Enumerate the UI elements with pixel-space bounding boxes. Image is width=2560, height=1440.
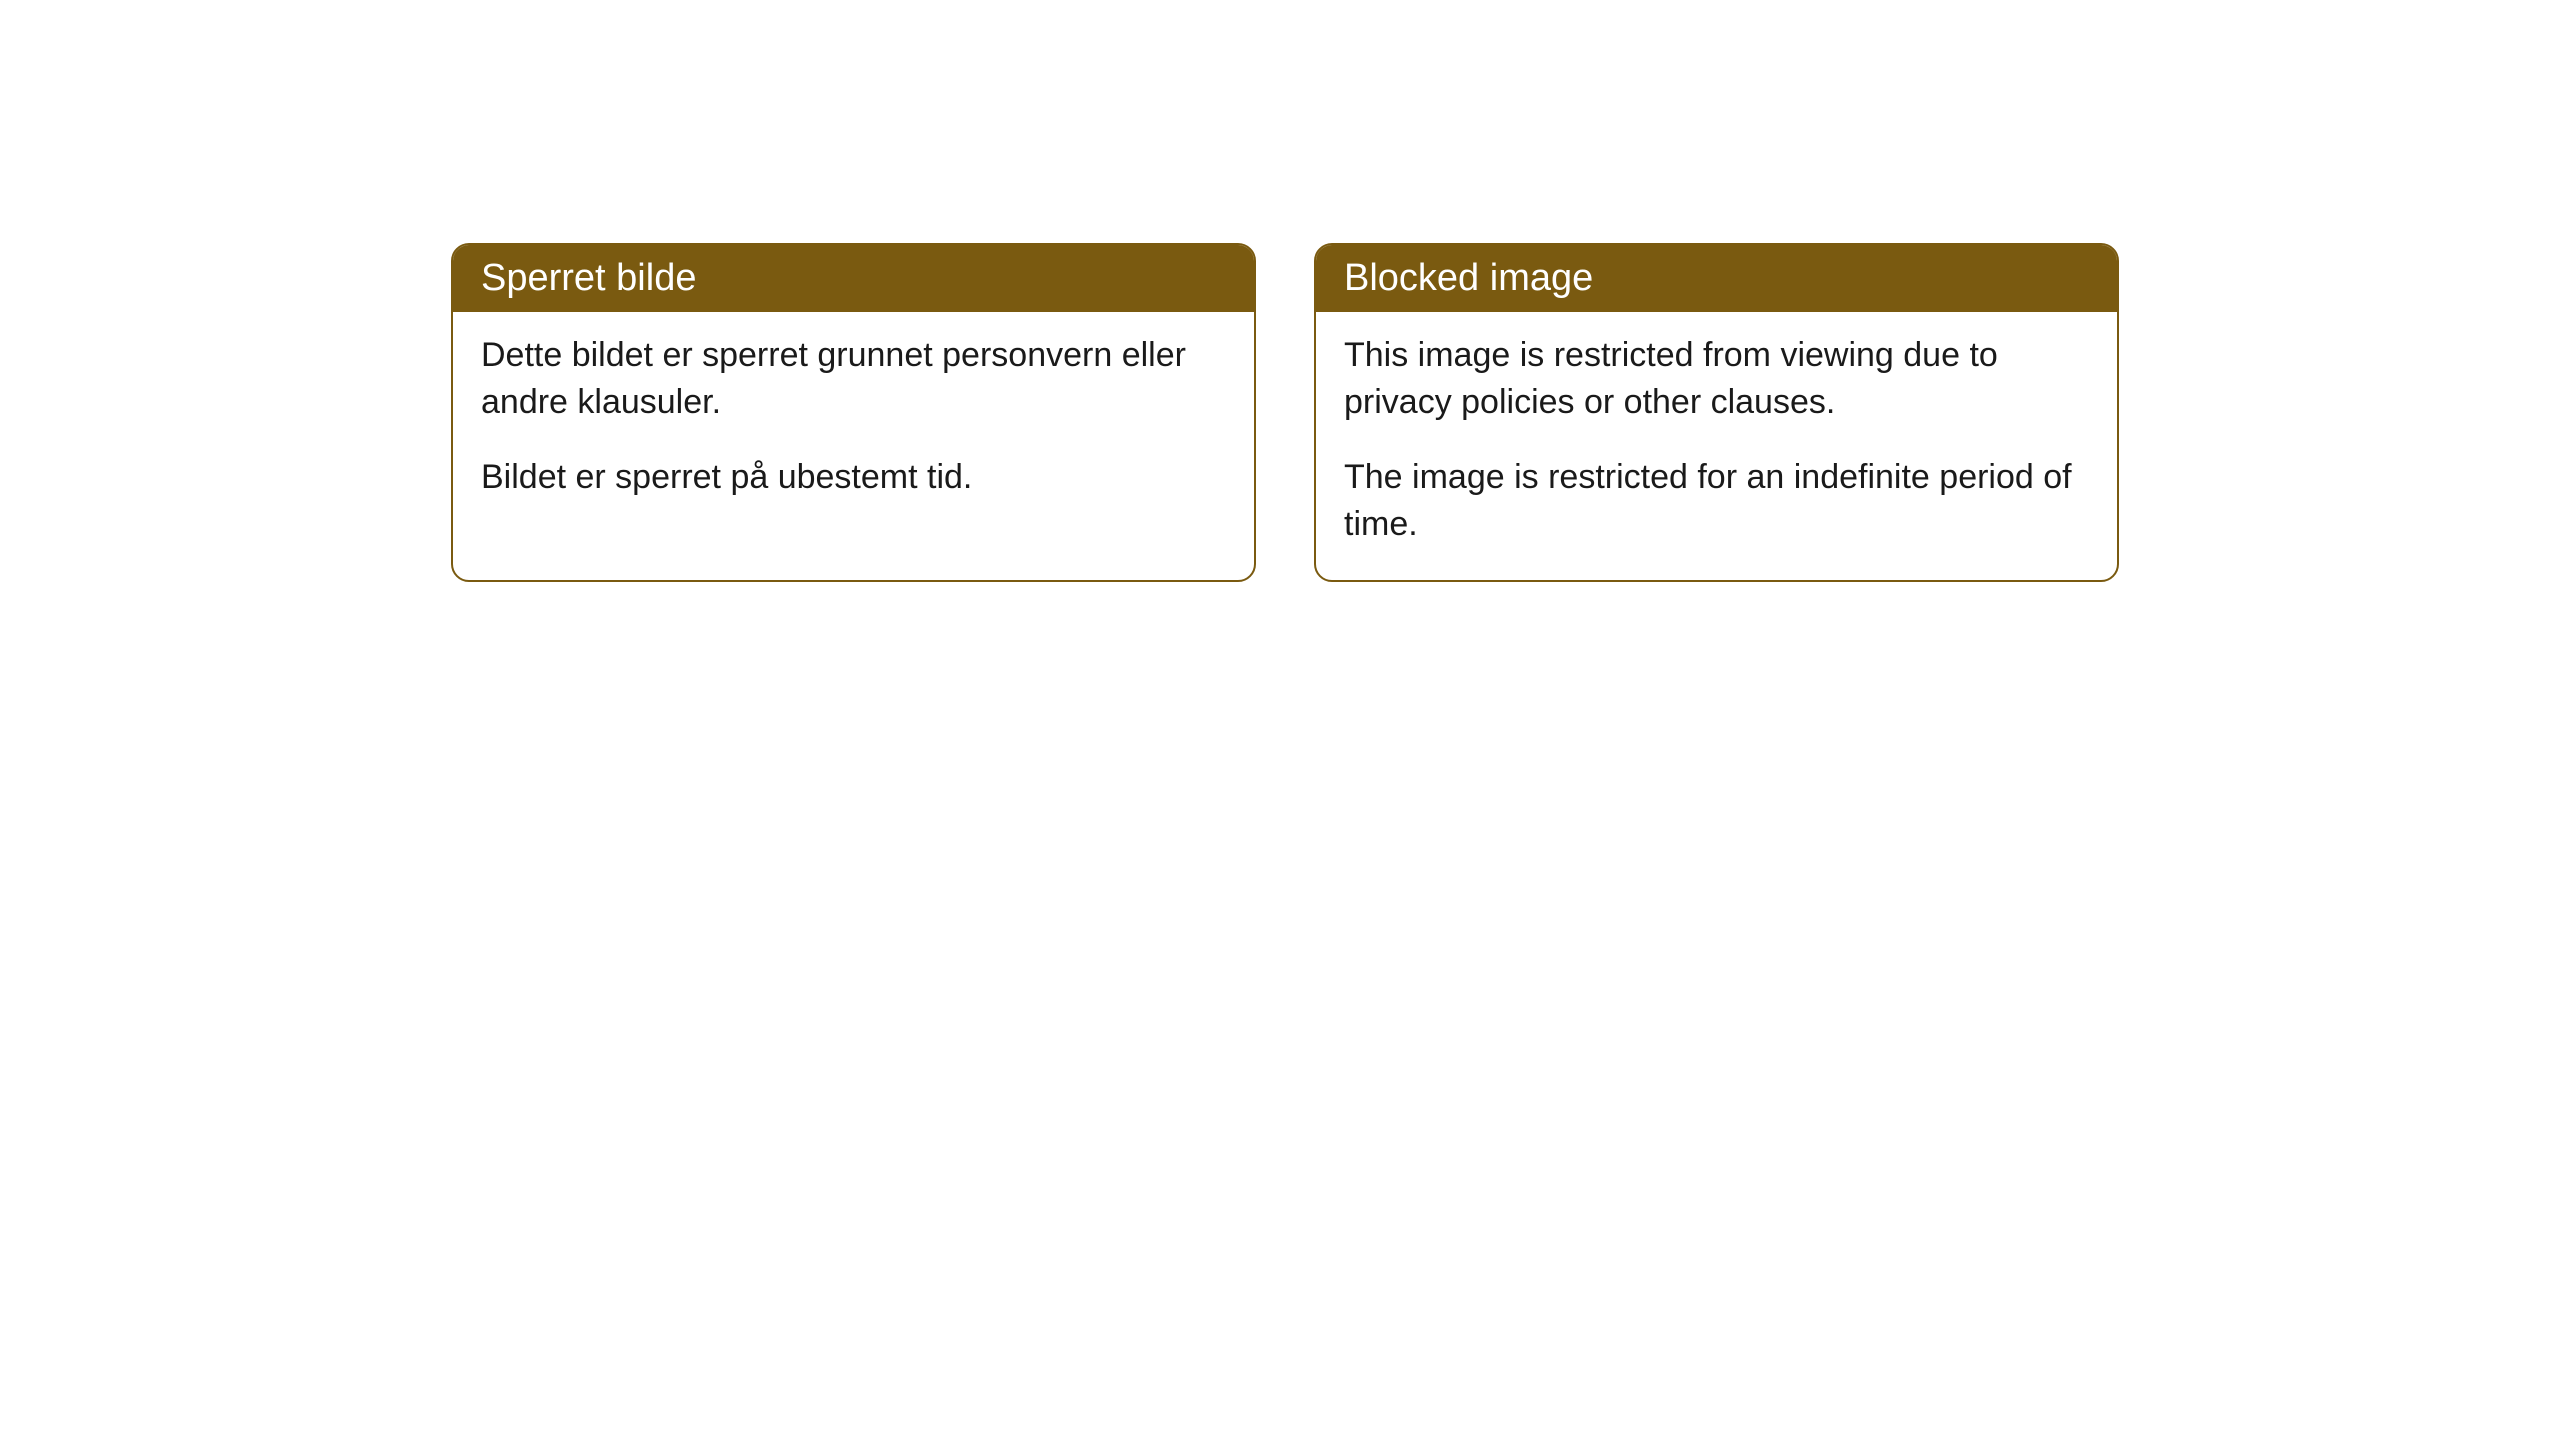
card-paragraph-1: This image is restricted from viewing du…: [1344, 332, 2089, 426]
card-header: Blocked image: [1316, 245, 2117, 312]
card-title: Sperret bilde: [481, 257, 696, 299]
card-paragraph-1: Dette bildet er sperret grunnet personve…: [481, 332, 1226, 426]
card-title: Blocked image: [1344, 257, 1593, 299]
card-paragraph-2: Bildet er sperret på ubestemt tid.: [481, 454, 1226, 501]
notice-cards-container: Sperret bilde Dette bildet er sperret gr…: [451, 243, 2119, 582]
card-header: Sperret bilde: [453, 245, 1254, 312]
blocked-image-card-norwegian: Sperret bilde Dette bildet er sperret gr…: [451, 243, 1256, 582]
card-body: This image is restricted from viewing du…: [1316, 312, 2117, 580]
blocked-image-card-english: Blocked image This image is restricted f…: [1314, 243, 2119, 582]
card-paragraph-2: The image is restricted for an indefinit…: [1344, 454, 2089, 548]
card-body: Dette bildet er sperret grunnet personve…: [453, 312, 1254, 533]
